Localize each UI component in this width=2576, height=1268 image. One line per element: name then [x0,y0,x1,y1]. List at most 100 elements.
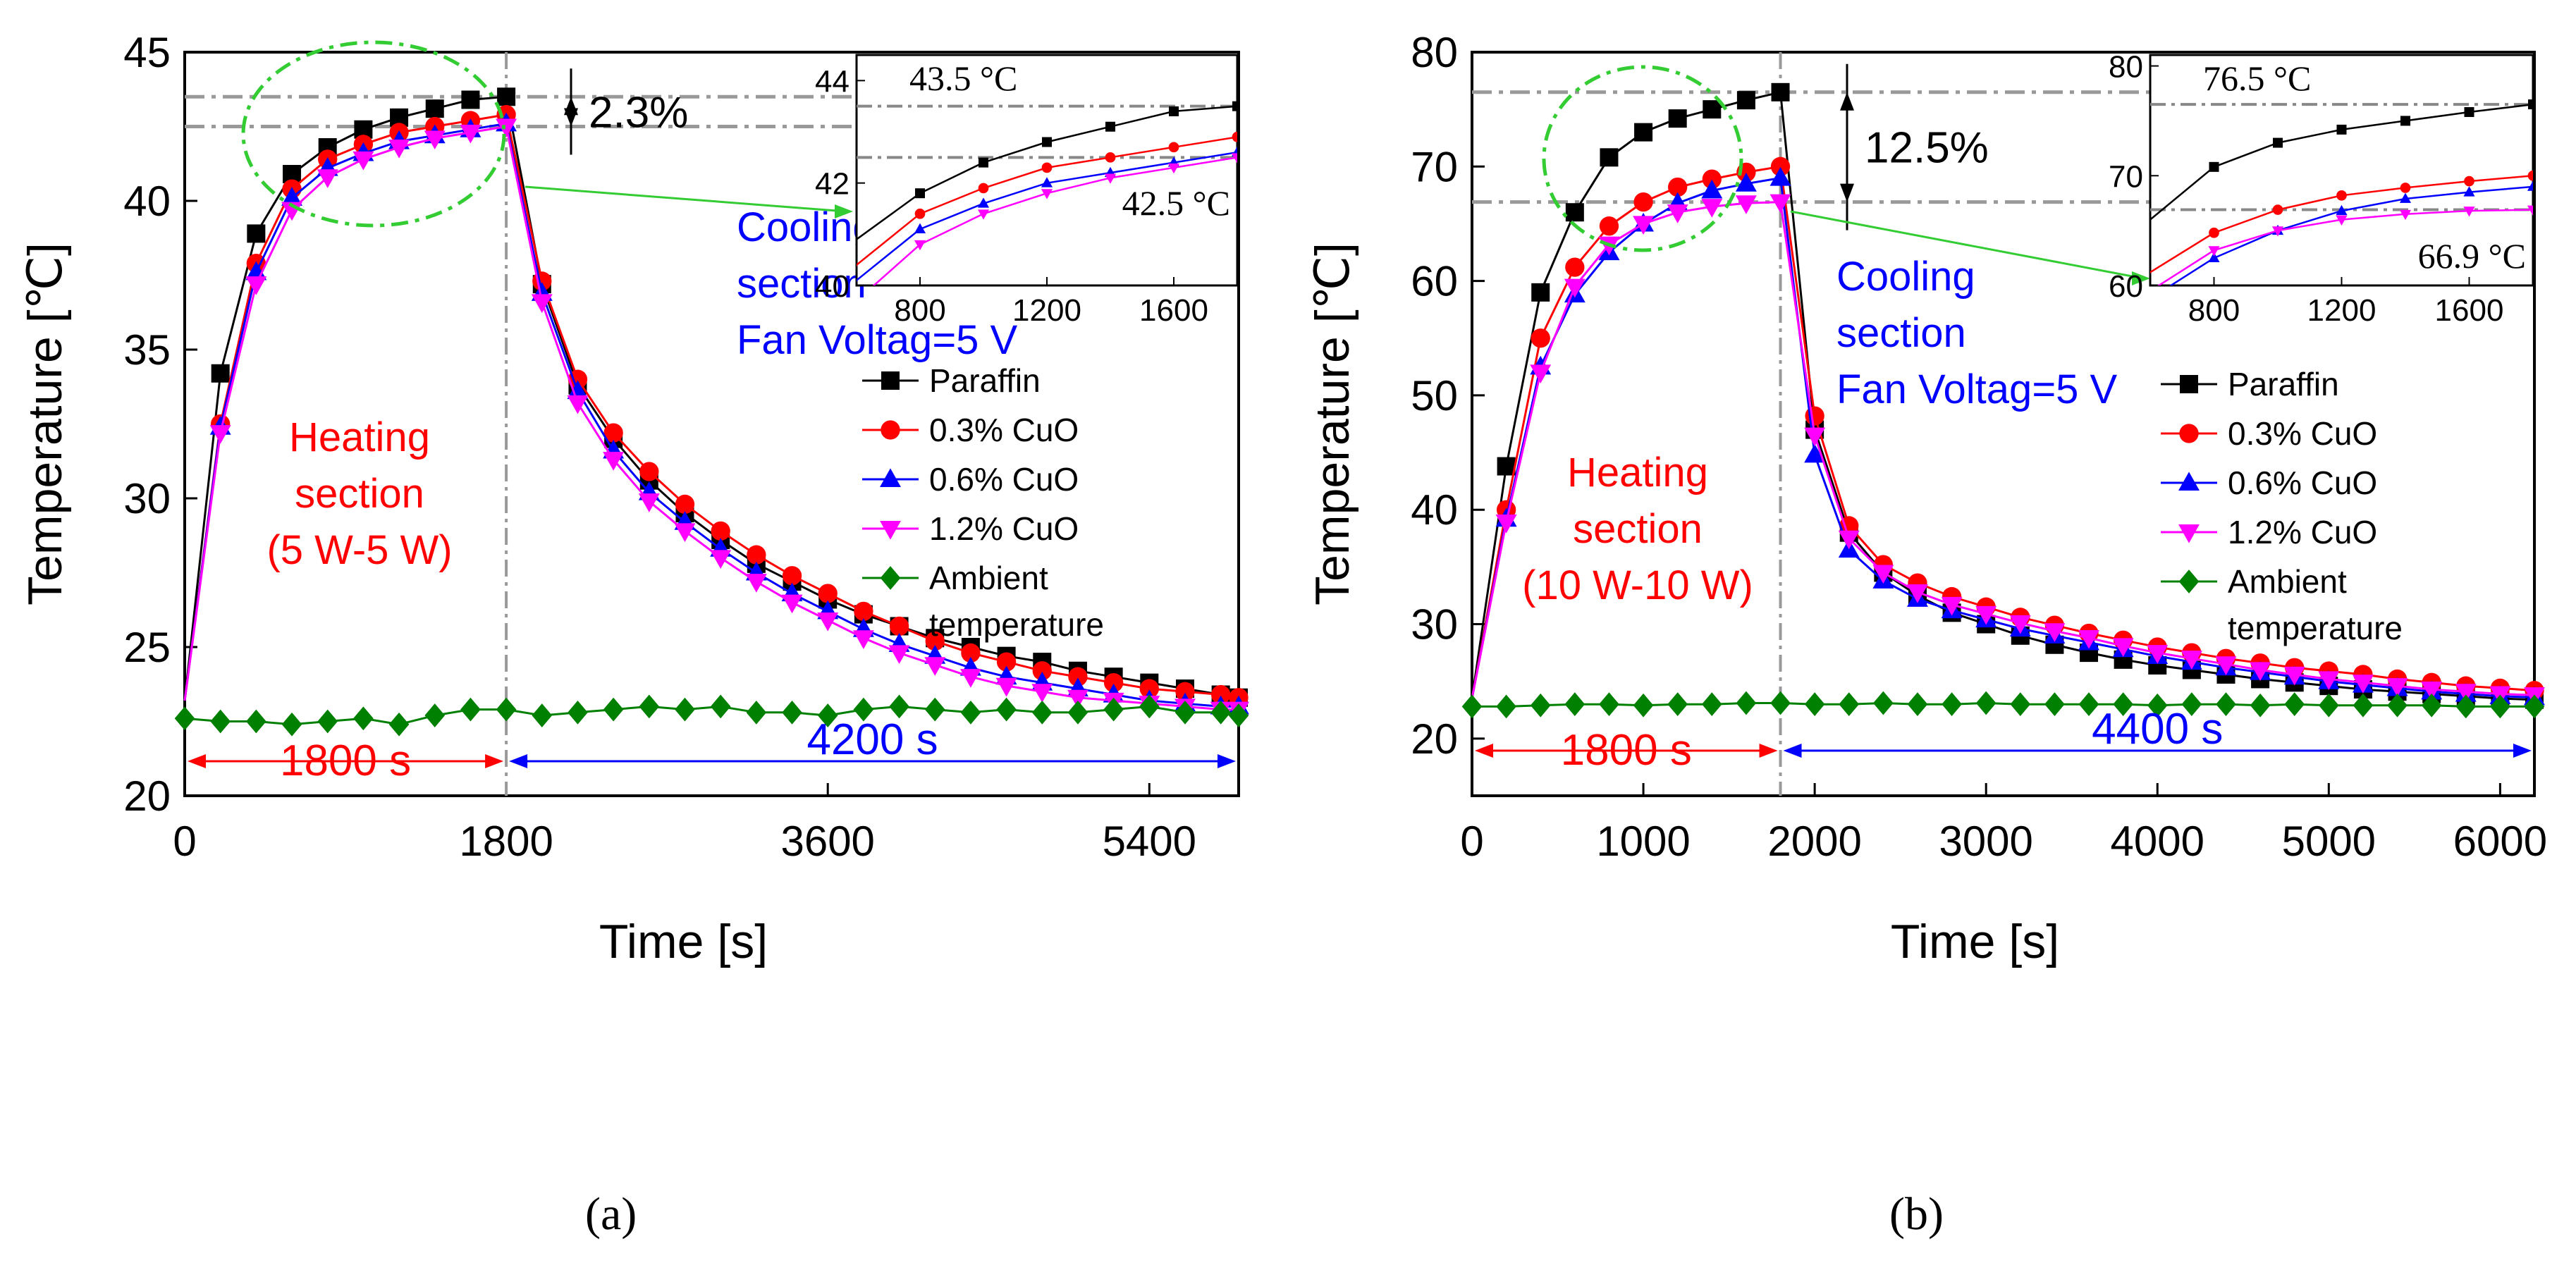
panel-b-inset-point [2336,190,2347,201]
panel-a-heating-arrow-left [188,754,206,768]
panel-a-series-4-point [817,703,838,727]
panel-b-inset-series-line-1 [2150,175,2533,274]
panel-b-legend-label: 0.6% CuO [2228,464,2377,501]
panel-b-series-4-point [2353,693,2374,718]
panel-a-y-tick-label: 20 [123,773,171,820]
panel-a-inset-point [1042,137,1052,147]
panel-b-series-4-point [2524,694,2545,719]
panel-a-series-3-point [781,594,803,614]
panel-a-x-tick-label: 3600 [780,818,874,865]
panel-a-y-tick-label: 45 [123,29,171,76]
panel-a-series-4-point [924,697,945,722]
panel-a-x-tick-label: 1800 [459,818,553,865]
panel-b-series-3-point [1530,364,1552,384]
panel-b-legend-marker [2180,375,2198,393]
panel-a-series-2-point [567,380,589,400]
panel-b-series-4-point [2216,692,2236,717]
panel-a-cooling-text: section [737,261,866,307]
panel-a-series-3-point [638,493,660,512]
panel-a-series-4-point [1210,700,1231,725]
panel-b-series-4-point [2319,693,2339,718]
panel-label-b: (b) [1889,1188,1944,1240]
panel-a-inset-point [914,223,926,234]
panel-a-heating-arrow-right [485,754,504,768]
panel-b-highlight-ellipse [1542,65,1743,252]
panel-b-x-tick-label: 0 [1460,818,1483,865]
panel-a-series-4-point [532,703,553,727]
panel-b-inset-point [2336,124,2347,135]
panel-a-y-axis-label: Temperature [℃] [18,242,72,605]
panel-a-zoom-arrow [835,204,853,218]
panel-a-series-4-point [353,706,374,731]
panel-a-cooling-arrow-right [1218,754,1236,768]
panel-b-legend-marker [2178,524,2200,543]
panel-b-inset-label-bottom: 66.9 °C [2418,236,2526,276]
panel-a-series-0-point [497,87,516,106]
panel-b-chart: 0 1000 2000 3000 4000 5000 6000 20 30 40 50 60 70 80 T… [1306,29,2547,968]
panel-b-series-4-point [2044,692,2065,717]
panel-b-heating-text: section [1573,506,1703,552]
panel-b-y-tick-label: 30 [1411,601,1458,648]
panel-b-series-3-point [1907,584,1928,603]
panel-a-inset-label-bottom: 42.5 °C [1122,183,1230,223]
panel-a-highlight-ellipse [241,40,506,228]
panel-b-heating-duration-label: 1800 s [1561,726,1692,775]
panel-b-cooling-text: section [1836,310,1966,356]
panel-a-inset-x-tick-label: 1200 [1012,293,1081,328]
panel-b-inset-y-tick-label: 80 [2109,50,2143,85]
panel-b-series-2-point [1735,173,1757,192]
panel-a-inset-point [1105,152,1116,163]
panel-b-series-0-point [1771,82,1790,101]
panel-b-series-4-point [1873,691,1894,715]
panel-b-series-3-point [2215,656,2237,675]
panel-b-series-line-4 [1472,701,2534,708]
panel-a-series-1-point [889,616,909,636]
panel-b-y-tick-label: 50 [1411,372,1458,419]
panel-a-series-4-point [1103,697,1124,722]
panel-a-series-3-point [995,677,1017,697]
panel-a-y-tick-label: 30 [123,475,171,522]
panel-a-series-4-point [1228,703,1249,727]
panel-b-series-4-point [1907,692,1928,717]
panel-a-inset-point [1104,173,1117,184]
panel-a-inset-point [979,157,988,168]
panel-a-series-3-point [209,425,231,444]
panel-b-series-3-point [1872,565,1894,584]
panel-a-legend-label: 0.3% CuO [929,412,1079,448]
panel-a-inset-label-top: 43.5 °C [909,59,1017,98]
panel-b-x-tick-label: 3000 [1939,818,2032,865]
panel-b-inset-x-tick-label: 800 [2188,293,2240,328]
panel-a-legend-marker [880,566,901,590]
panel-b-inset-point [2272,204,2283,215]
panel-b-inset-series [2150,99,2533,285]
panel-a-legend-label: 1.2% CuO [929,510,1079,547]
panel-b-legend-label: 0.3% CuO [2228,415,2377,452]
panel-a-legend-marker [880,520,901,540]
panel-a-series-3-point [852,630,874,649]
panel-a-series-1-point [603,423,623,443]
panel-b-series-3-point [1667,204,1688,223]
panel-a-series-3-point [317,169,338,188]
panel-a-inset-point [914,208,926,219]
panel-b-series-3-point [1941,596,1963,616]
panel-a-series-3-point [1031,684,1053,703]
panel-a-series-3-point [817,612,839,632]
panel-a-series-4-point [1139,694,1160,719]
panel-a-inset-point [1169,106,1179,116]
panel-b-series-4-point [2387,693,2408,718]
panel-a-inset: 800 1200 1600 40 42 44 43.5 °C 42.5 °C [815,54,1239,328]
panel-b-zoom-arrow [2132,271,2150,285]
panel-b-inset-y-tick-label: 70 [2109,159,2143,194]
panel-b-series-3-point [2250,662,2271,682]
panel-a-series-3-point [745,574,767,593]
panel-b-y-tick-label: 70 [1411,143,1458,190]
panel-a-series-1-point [675,494,695,515]
panel-a-inset-y-tick-label: 40 [815,269,850,304]
panel-a-percent-label: 2.3% [589,88,688,137]
panel-b-inset-point [2399,192,2412,203]
panel-a-y-tick-label: 35 [123,326,171,374]
panel-a-series-4-point [782,700,802,725]
panel-b-inset-y-tick-label: 60 [2109,269,2143,304]
panel-b-inset-point [2400,116,2410,126]
panel-b-series-4-point [2455,694,2477,719]
